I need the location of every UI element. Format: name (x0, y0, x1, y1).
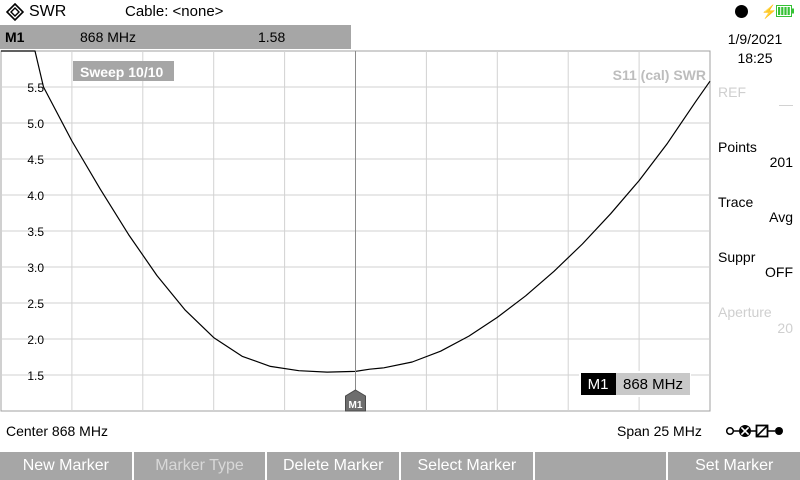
span-frequency: Span 25 MHz (617, 423, 702, 439)
suppr-value: OFF (765, 264, 793, 280)
marker-readout-bar[interactable]: M1 868 MHz 1.58 (0, 25, 351, 49)
rohde-schwarz-logo-icon (6, 3, 24, 21)
time-text: 18:25 (737, 50, 773, 66)
y-tick-label: 2.0 (27, 333, 44, 347)
delete-marker-button[interactable]: Delete Marker (267, 452, 402, 480)
sweep-label: Sweep 10/10 (80, 64, 163, 80)
aperture-value: 20 (777, 320, 793, 336)
marker-readout-value: 1.58 (258, 29, 286, 45)
frequency-info-bar: Center 868 MHz Span 25 MHz (0, 420, 800, 444)
marker-flag-icon[interactable] (345, 389, 366, 412)
trace-group (1, 50, 711, 373)
marker-type-button[interactable]: Marker Type (133, 452, 268, 480)
set-marker-button[interactable]: Set Marker (668, 452, 800, 480)
battery-icon (776, 5, 794, 17)
marker-box-name: M1 (588, 376, 609, 393)
y-tick-label: 2.5 (27, 297, 44, 311)
marker-box-frequency: 868 MHz (623, 376, 683, 393)
datetime: 1/9/2021 18:25 (700, 30, 800, 68)
plug-icon: ⚡ (761, 4, 778, 19)
points-value: 201 (769, 154, 793, 170)
status-bar: SWR Cable: <none> ⚡ (0, 0, 800, 24)
marker-readout-name: M1 (5, 29, 25, 45)
marker-group: M1 (345, 51, 366, 412)
mode-title: SWR (29, 3, 67, 20)
span-value: 25 MHz (653, 423, 702, 439)
points-label: Points (718, 139, 757, 155)
aperture-label: Aperture (718, 304, 772, 320)
trace-title: S11 (cal) SWR (613, 67, 706, 83)
status-dot-icon (735, 5, 748, 18)
ref-label: REF (718, 84, 746, 100)
swr-chart[interactable]: 1.5 2.0 2.5 3.0 3.5 4.0 4.5 5.0 5.5 M1 Sweep 10/… (0, 50, 712, 412)
select-marker-button[interactable]: Select Marker (401, 452, 535, 480)
suppr-label: Suppr (718, 249, 756, 265)
date-text: 1/9/2021 (727, 31, 783, 47)
trace-mode-value: Avg (769, 209, 793, 225)
y-tick-label: 5.5 (27, 81, 44, 95)
marker-info-box[interactable]: M1 868 MHz (579, 371, 691, 397)
empty-softkey[interactable] (534, 452, 669, 480)
y-tick-labels: 1.5 2.0 2.5 3.0 3.5 4.0 4.5 5.0 5.5 (27, 81, 44, 383)
span-label: Span (617, 423, 650, 439)
trace-mode-label: Trace (718, 194, 754, 210)
center-value: 868 MHz (51, 423, 108, 439)
center-label: Center (6, 423, 49, 439)
y-tick-label: 4.5 (27, 153, 44, 167)
sweep-badge: Sweep 10/10 (73, 61, 174, 81)
swr-trace-line (1, 50, 711, 373)
y-tick-label: 3.0 (27, 261, 44, 275)
calibration-connection-icon (725, 424, 783, 438)
y-tick-label: 1.5 (27, 369, 44, 383)
y-tick-label: 5.0 (27, 117, 44, 131)
marker-flag-label: M1 (349, 400, 363, 411)
softkey-bar: New Marker Marker Type Delete Marker Sel… (0, 452, 800, 480)
y-tick-label: 3.5 (27, 225, 44, 239)
y-tick-label: 4.0 (27, 189, 44, 203)
marker-readout-frequency: 868 MHz (80, 29, 137, 45)
cable-label: Cable: <none> (125, 3, 224, 20)
center-frequency: Center 868 MHz (6, 423, 108, 439)
ref-value: — (779, 96, 793, 112)
new-marker-button[interactable]: New Marker (0, 452, 134, 480)
settings-panel: REF — Points 201 Trace Avg Suppr OFF Ape… (712, 74, 800, 374)
